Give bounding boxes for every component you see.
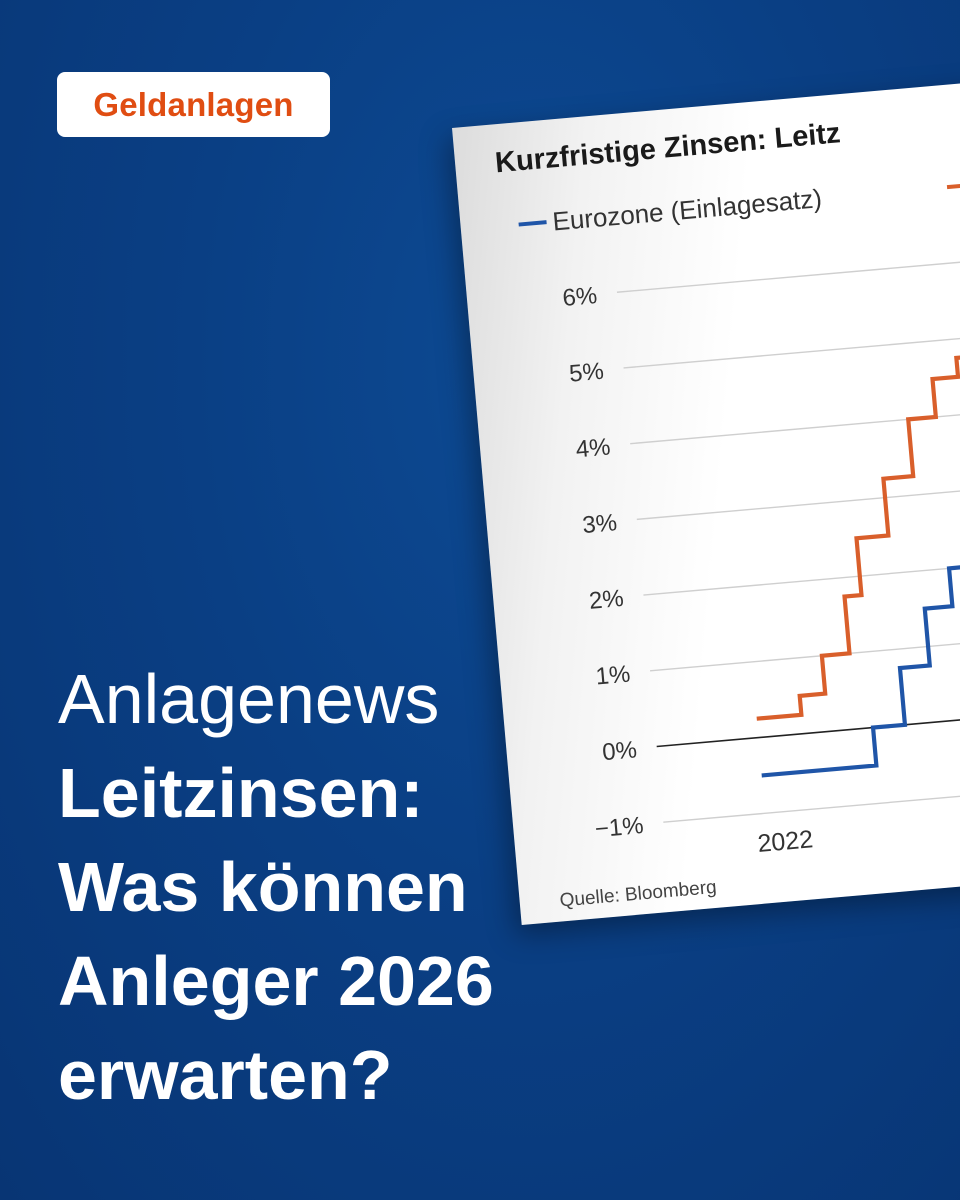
x-tick-label: 2022 (756, 825, 814, 858)
series-line-us (756, 282, 960, 721)
category-badge-label: Geldanlagen (93, 85, 294, 123)
y-tick-label: 4% (575, 433, 612, 463)
y-tick-label: −1% (594, 812, 645, 843)
chart-source: Quelle: Bloomberg (559, 877, 718, 912)
series-line-eurozone (761, 396, 960, 778)
legend-label-eurozone: Eurozone (Einlagesatz) (551, 183, 823, 236)
chart-title: Kurzfristige Zinsen: Leitz (494, 117, 842, 179)
y-tick-label: 5% (568, 358, 605, 388)
category-badge[interactable]: Geldanlagen (57, 72, 330, 137)
gridline (650, 629, 960, 672)
legend-swatch-us (946, 182, 960, 190)
series (756, 282, 960, 778)
headline-line-3: Anleger 2026 (58, 942, 494, 1020)
y-axis-ticks: 6% 5% 4% 3% 2% 1% 0% −1% (561, 282, 645, 843)
y-tick-label: 3% (581, 509, 618, 539)
gridline (616, 250, 960, 293)
rate-chart: Kurzfristige Zinsen: Leitz Eurozone (Ein… (494, 117, 960, 912)
legend: Eurozone (Einlagesatz) (518, 182, 960, 237)
gridline (623, 326, 960, 369)
y-tick-label: 6% (561, 282, 598, 312)
headline-line-2: Was können (58, 848, 468, 926)
legend-swatch-eurozone (518, 220, 547, 227)
gridline (636, 477, 960, 521)
headline-kicker: Anlagenews (58, 660, 440, 738)
x-axis-ticks: 20222023 (756, 825, 814, 858)
headline-line-4: erwarten? (58, 1036, 393, 1114)
grid (616, 250, 960, 823)
gridline (630, 402, 960, 445)
headline: Anlagenews Leitzinsen: Was können Anlege… (58, 652, 658, 1122)
headline-line-1: Leitzinsen: (58, 754, 424, 832)
y-tick-label: 2% (588, 585, 625, 615)
chart-card: Kurzfristige Zinsen: Leitz Eurozone (Ein… (452, 73, 960, 925)
y-tick-label: 0% (601, 736, 638, 766)
headline-title: Leitzinsen: Was können Anleger 2026 erwa… (58, 746, 658, 1122)
y-tick-label: 1% (595, 661, 632, 691)
gridline (663, 780, 960, 823)
zero-line (656, 704, 960, 748)
gridline (643, 553, 960, 596)
